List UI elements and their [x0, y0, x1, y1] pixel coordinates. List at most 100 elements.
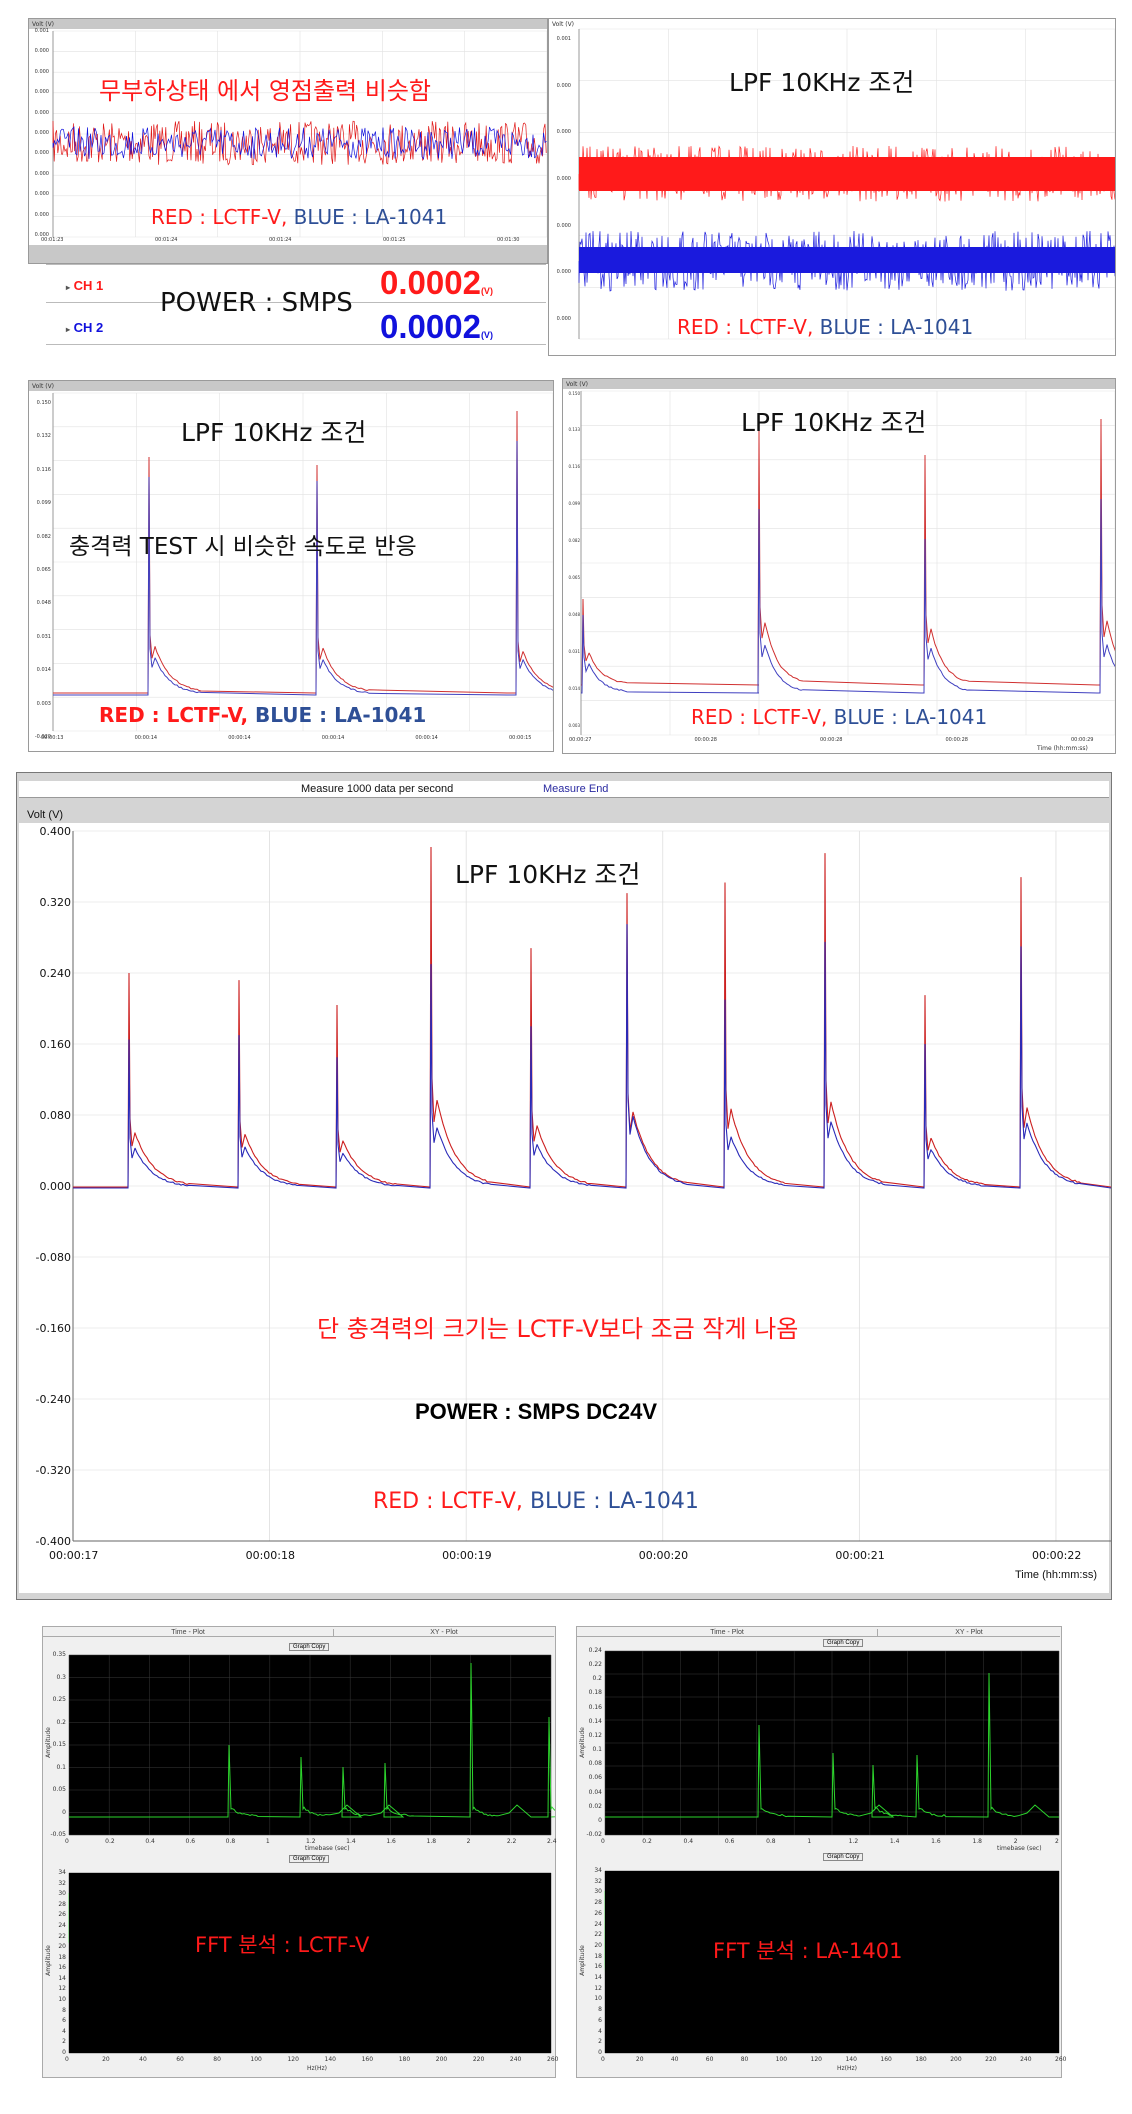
x-axis-label: Time (hh:mm:ss): [1015, 1569, 1098, 1581]
x-tick-label: 2: [1013, 1838, 1018, 1845]
y-tick-label: 0.160: [39, 1038, 72, 1051]
panel-titlebar: [29, 381, 553, 391]
x-tick-label: 140: [845, 2056, 857, 2063]
legend: RED : LCTF-V, BLUE : LA-1041: [691, 705, 987, 729]
y-tick-label: 0: [598, 1816, 602, 1824]
x-tick-label: 1: [807, 1838, 812, 1845]
legend-red: RED : LCTF-V,: [99, 703, 249, 727]
x-tick-label: 00:01:30: [497, 237, 520, 243]
x-tick-label: 00:00:29: [1071, 737, 1094, 743]
time-y-ticks: 0.35 0.3 0.25 0.2 0.15 0.1 0.05 0 -0.05: [43, 1627, 69, 1857]
measure-status: Measure End: [543, 783, 609, 795]
y-axis-label: Volt (V): [566, 381, 589, 388]
y-tick-label: 34: [594, 1867, 602, 1874]
y-tick-label: 0.24: [588, 1647, 602, 1654]
time-y-ticks: 0.24 0.22 0.2 0.18 0.16 0.14 0.12 0.1 0.08 0.06 0.…: [577, 1627, 605, 1857]
y-tick-label: 16: [58, 1964, 66, 1972]
x-tick-label: 00:01:24: [269, 237, 292, 243]
fft-y-label: Amplitude: [44, 1945, 52, 1976]
ch2-label[interactable]: ▸ CH 2: [66, 320, 104, 335]
fft-plot-area: [69, 1873, 551, 2053]
x-tick-label: 00:00:14: [415, 735, 438, 741]
red-trace: [53, 410, 553, 694]
y-tick-label: 0.065: [568, 575, 580, 581]
x-tick-label: 200: [435, 2056, 448, 2063]
panel-title: LPF 10KHz 조건: [741, 408, 927, 437]
y-tick-label: 0.003: [36, 700, 51, 707]
tab-xy-plot[interactable]: XY - Plot: [877, 1629, 1060, 1637]
y-tick-label: 34: [58, 1869, 66, 1876]
blue-trace-band: [579, 247, 1115, 273]
lpf-noise-plot: [578, 28, 1115, 340]
y-tick-label: 0.099: [36, 500, 51, 507]
graph-copy-button[interactable]: Graph Copy: [289, 1855, 330, 1863]
tab-xy-plot[interactable]: XY - Plot: [333, 1629, 554, 1637]
y-tick-label: 0.16: [588, 1703, 602, 1711]
x-tick-label: 00:00:14: [228, 735, 251, 741]
panel-title: 무부하상태 에서 영점출력 비슷함: [99, 77, 432, 105]
x-tick-label: 00:00:14: [321, 735, 345, 741]
fft-panel-left: Time - Plot XY - Plot Graph Copy 0.35 0.3…: [42, 1626, 559, 2078]
y-tick-label: -0.02: [586, 1831, 602, 1838]
y-tick-label: -0.240: [35, 1393, 71, 1406]
y-tick-label: 0.1: [592, 1746, 602, 1754]
panel-impact-test-1: Volt (V) 0.150 0.132 0.116 0.099 0.082 0.065 0…: [28, 380, 554, 752]
y-tick-label: 0.003: [568, 722, 580, 728]
legend-blue: BLUE : LA-1041: [529, 1489, 699, 1514]
graph-copy-button[interactable]: Graph Copy: [289, 1643, 330, 1651]
legend-blue: BLUE : LA-1041: [819, 315, 974, 339]
y-tick-label: 6: [598, 2016, 602, 2024]
x-tick-label: 100: [775, 2056, 788, 2063]
y-tick-label: 20: [594, 1941, 602, 1949]
y-tick-label: -0.020: [34, 734, 51, 740]
x-tick-label: 80: [213, 2056, 221, 2063]
graph-copy-button[interactable]: Graph Copy: [823, 1639, 864, 1647]
y-tick-label: 0.000: [34, 150, 49, 157]
y-tick-label: 0.240: [39, 967, 72, 980]
tab-time-plot[interactable]: Time - Plot: [43, 1629, 333, 1637]
y-tick-label: 0.000: [34, 170, 49, 177]
y-tick-label: 10: [594, 1995, 602, 2003]
x-tick-label: 260: [547, 2056, 559, 2063]
x-axis-label: Time (hh:mm:ss): [1037, 745, 1088, 752]
time-trace: [605, 1672, 1059, 1818]
y-tick-label: 8: [62, 2006, 66, 2014]
x-tick-labels: 00:00:17 00:00:18 00:00:19 00:00:20 00:00:21…: [17, 773, 1111, 1599]
x-tick-label: 1.8: [426, 1838, 437, 1845]
y-tick-label: 0.116: [36, 466, 51, 473]
y-tick-label: 0.18: [588, 1689, 602, 1697]
x-tick-label: 2: [466, 1838, 471, 1845]
measure-rate: Measure 1000 data per second: [301, 783, 454, 795]
x-tick-label: 00:00:20: [638, 1549, 689, 1562]
y-tick-label: 0.3: [56, 1673, 66, 1681]
fft-y-ticks: 34 32 30 28 26 24 22 20 18 16 14 12 10 8 6 4 2 0: [43, 1627, 69, 2077]
fft-y-ticks: 34 32 30 28 26 24 22 20 18 16 14 12 10 8 6 4 2 0: [577, 1627, 605, 2077]
x-tick-label: 00:01:24: [155, 237, 178, 243]
fft-y-label: Amplitude: [578, 1945, 586, 1976]
x-tick-label: 0.6: [724, 1838, 735, 1845]
y-tick-label: 28: [58, 1900, 66, 1908]
y-tick-label: 0.02: [588, 1802, 602, 1810]
y-tick-label: 14: [594, 1974, 602, 1982]
y-tick-label: 0.000: [39, 1180, 72, 1193]
x-tick-label: 2.4: [547, 1838, 557, 1845]
y-tick-label: 0.35: [52, 1651, 66, 1658]
y-tick-labels: 0.400 0.320 0.240 0.160 0.080 0.000 -0.080 -0.1…: [17, 773, 75, 1599]
x-tick-label: 60: [705, 2056, 714, 2063]
y-tick-label: 28: [594, 1899, 602, 1907]
y-tick-labels: 0.001 0.000 0.000 0.000 0.000 0.000 0.000 0.000…: [29, 28, 51, 238]
x-tick-label: 2: [1055, 1838, 1059, 1845]
x-tick-label: 220: [985, 2056, 997, 2063]
fft-x-ticks: 0 20 40 60 80 100 120 140 160 180 200 220 240 260: [43, 1627, 559, 2077]
y-tick-label: 0: [598, 2049, 602, 2056]
panel-impact-test-2: Volt (V) 0.150 0.133 0.116 0.099 0.082 0.065 0…: [562, 378, 1116, 754]
ch1-label[interactable]: ▸ CH 1: [66, 278, 104, 293]
power-label: POWER : SMPS: [160, 288, 353, 318]
main-plot: [17, 830, 1111, 1542]
y-tick-label: 0.000: [34, 232, 49, 238]
graph-copy-button[interactable]: Graph Copy: [823, 1853, 864, 1861]
y-tick-label: 0.000: [556, 82, 571, 89]
y-tick-label: 0.065: [36, 567, 51, 573]
tab-time-plot[interactable]: Time - Plot: [577, 1629, 877, 1637]
y-tick-label: 0.400: [39, 825, 72, 838]
